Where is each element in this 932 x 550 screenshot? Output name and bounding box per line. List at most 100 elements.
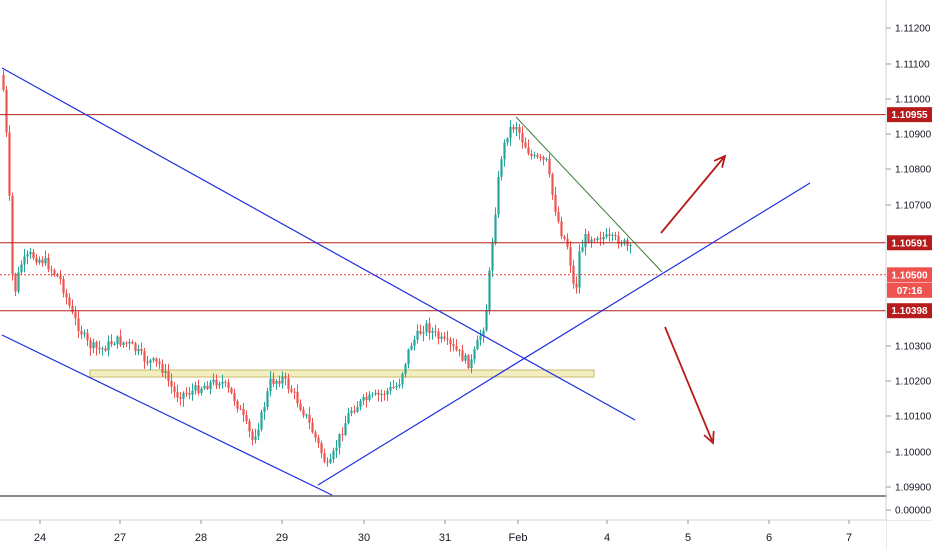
candle xyxy=(371,392,374,398)
candle xyxy=(359,398,362,411)
candle xyxy=(233,388,236,406)
candle xyxy=(533,151,536,159)
candle xyxy=(239,404,242,411)
candle xyxy=(455,339,458,352)
price-tick-label: 1.10700 xyxy=(895,201,932,212)
price-tick-label: 0.00000 xyxy=(895,506,932,517)
candle xyxy=(296,384,299,408)
price-tick-label: 1.11100 xyxy=(895,60,930,71)
candle xyxy=(524,137,527,149)
candle xyxy=(506,137,509,146)
candle xyxy=(38,256,41,265)
candle xyxy=(554,186,557,216)
candle xyxy=(308,406,311,430)
candle xyxy=(590,236,593,248)
candle xyxy=(449,337,452,352)
descending-trendline[interactable] xyxy=(515,116,663,273)
candle xyxy=(380,389,383,403)
candle xyxy=(266,387,269,411)
price-badge: 1.10591 xyxy=(887,235,932,251)
candle xyxy=(83,329,86,338)
candle xyxy=(563,234,566,241)
candle xyxy=(2,70,5,92)
candle xyxy=(608,227,611,242)
channel-lower-line[interactable] xyxy=(1,334,333,496)
candle xyxy=(272,372,275,387)
candle xyxy=(227,378,230,393)
candle xyxy=(569,241,572,273)
price-badges: 1.10955 1.10591 1.10500 07:16 1.10398 xyxy=(887,107,932,319)
candle xyxy=(53,268,56,277)
candle xyxy=(203,382,206,390)
candle xyxy=(20,260,23,275)
candle xyxy=(209,379,212,395)
candle xyxy=(167,363,170,387)
candle xyxy=(179,392,182,406)
candle xyxy=(176,384,179,403)
candle xyxy=(80,325,83,340)
time-axis[interactable] xyxy=(0,521,886,550)
candle xyxy=(431,327,434,340)
candle xyxy=(89,337,92,356)
candle xyxy=(200,386,203,396)
candle xyxy=(539,153,542,162)
candle xyxy=(425,320,428,337)
price-axis[interactable] xyxy=(887,0,932,520)
candle xyxy=(149,358,152,371)
channel-upper-line[interactable] xyxy=(1,67,636,421)
candle xyxy=(620,240,623,248)
candle xyxy=(143,347,146,369)
candle xyxy=(98,340,101,355)
ascending-trendline[interactable] xyxy=(317,182,811,486)
price-tick-label: 1.10300 xyxy=(895,342,932,353)
candle xyxy=(59,270,62,285)
candle xyxy=(515,122,518,137)
time-tick-label: 6 xyxy=(766,532,772,544)
candle xyxy=(137,344,140,356)
candle xyxy=(302,406,305,419)
candle xyxy=(92,338,95,354)
candle xyxy=(545,157,548,162)
bullish-arrow[interactable] xyxy=(660,154,727,234)
candle xyxy=(614,231,617,241)
candle xyxy=(305,413,308,419)
candle xyxy=(593,237,596,243)
candle xyxy=(407,348,410,369)
candle xyxy=(575,276,578,294)
candle xyxy=(389,381,392,395)
candle xyxy=(215,374,218,390)
price-badge: 1.10500 xyxy=(887,267,932,283)
candle xyxy=(599,231,602,246)
candle xyxy=(5,85,8,137)
candle xyxy=(107,335,110,357)
candle xyxy=(344,415,347,437)
bearish-arrow[interactable] xyxy=(664,326,715,445)
candle xyxy=(404,362,407,378)
candle xyxy=(317,435,320,448)
candle xyxy=(392,379,395,390)
candle xyxy=(596,236,599,242)
candle xyxy=(527,139,530,156)
candle xyxy=(617,231,620,249)
svg-text:1.10398: 1.10398 xyxy=(891,306,928,317)
candle xyxy=(287,373,290,394)
candle xyxy=(395,382,398,390)
candle xyxy=(281,371,284,389)
candle xyxy=(8,125,11,201)
candle xyxy=(578,244,581,294)
candle xyxy=(134,341,137,356)
candle xyxy=(326,457,329,467)
drawings xyxy=(0,67,886,496)
candle xyxy=(32,248,35,261)
candle xyxy=(206,381,209,391)
candle xyxy=(386,388,389,401)
candle xyxy=(536,152,539,159)
time-tick-label: 28 xyxy=(195,532,207,544)
candle xyxy=(440,332,443,343)
time-tick-label: 7 xyxy=(846,532,852,544)
candle xyxy=(443,331,446,342)
candle xyxy=(194,381,197,395)
candle xyxy=(551,172,554,200)
price-tick-label: 1.10000 xyxy=(895,448,932,459)
